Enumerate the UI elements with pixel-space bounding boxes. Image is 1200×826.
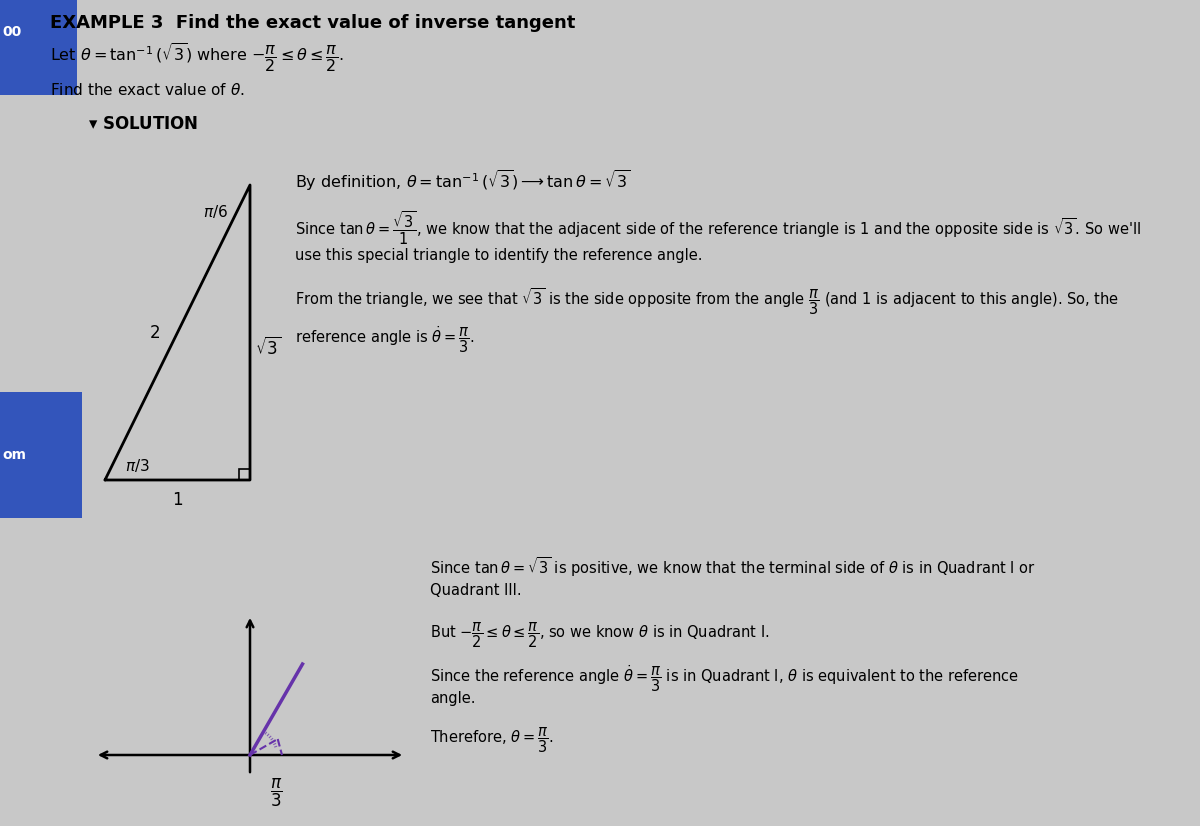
Text: om: om bbox=[2, 448, 26, 462]
Text: 1: 1 bbox=[172, 491, 182, 509]
Text: $\sqrt{3}$: $\sqrt{3}$ bbox=[254, 336, 281, 358]
Text: $\dfrac{\pi}{3}$: $\dfrac{\pi}{3}$ bbox=[270, 777, 282, 809]
Text: Since $\tan\theta = \dfrac{\sqrt{3}}{1}$, we know that the adjacent side of the : Since $\tan\theta = \dfrac{\sqrt{3}}{1}$… bbox=[295, 210, 1141, 248]
Bar bbox=[239, 469, 250, 480]
Text: 00: 00 bbox=[2, 25, 22, 39]
Text: But $-\dfrac{\pi}{2} \leq \theta \leq \dfrac{\pi}{2}$, so we know $\theta$ is in: But $-\dfrac{\pi}{2} \leq \theta \leq \d… bbox=[430, 620, 769, 649]
Text: Since the reference angle $\dot{\theta} = \dfrac{\pi}{3}$ is in Quadrant I, $\th: Since the reference angle $\dot{\theta} … bbox=[430, 663, 1019, 694]
Text: $\blacktriangledown$ SOLUTION: $\blacktriangledown$ SOLUTION bbox=[88, 115, 198, 133]
Text: reference angle is $\dot{\theta} = \dfrac{\pi}{3}$.: reference angle is $\dot{\theta} = \dfra… bbox=[295, 324, 475, 354]
Text: use this special triangle to identify the reference angle.: use this special triangle to identify th… bbox=[295, 248, 702, 263]
Text: $\pi/3$: $\pi/3$ bbox=[125, 458, 150, 474]
Text: Therefore, $\theta = \dfrac{\pi}{3}$.: Therefore, $\theta = \dfrac{\pi}{3}$. bbox=[430, 725, 553, 755]
Text: angle.: angle. bbox=[430, 691, 475, 706]
Text: By definition, $\theta = \tan^{-1}(\sqrt{3}) \longrightarrow \tan\theta = \sqrt{: By definition, $\theta = \tan^{-1}(\sqrt… bbox=[295, 168, 631, 193]
Text: From the triangle, we see that $\sqrt{3}$ is the side opposite from the angle $\: From the triangle, we see that $\sqrt{3}… bbox=[295, 286, 1120, 316]
Text: 2: 2 bbox=[150, 324, 161, 341]
Text: Since $\tan\theta = \sqrt{3}$ is positive, we know that the terminal side of $\t: Since $\tan\theta = \sqrt{3}$ is positiv… bbox=[430, 555, 1036, 579]
Text: Let $\theta = \tan^{-1}(\sqrt{3})$ where $-\dfrac{\pi}{2} \leq \theta \leq \dfra: Let $\theta = \tan^{-1}(\sqrt{3})$ where… bbox=[50, 42, 343, 74]
Text: EXAMPLE 3  Find the exact value of inverse tangent: EXAMPLE 3 Find the exact value of invers… bbox=[50, 14, 575, 32]
Text: $\pi/6$: $\pi/6$ bbox=[204, 202, 228, 220]
Text: Quadrant III.: Quadrant III. bbox=[430, 583, 522, 598]
Text: Find the exact value of $\theta$.: Find the exact value of $\theta$. bbox=[50, 82, 245, 98]
